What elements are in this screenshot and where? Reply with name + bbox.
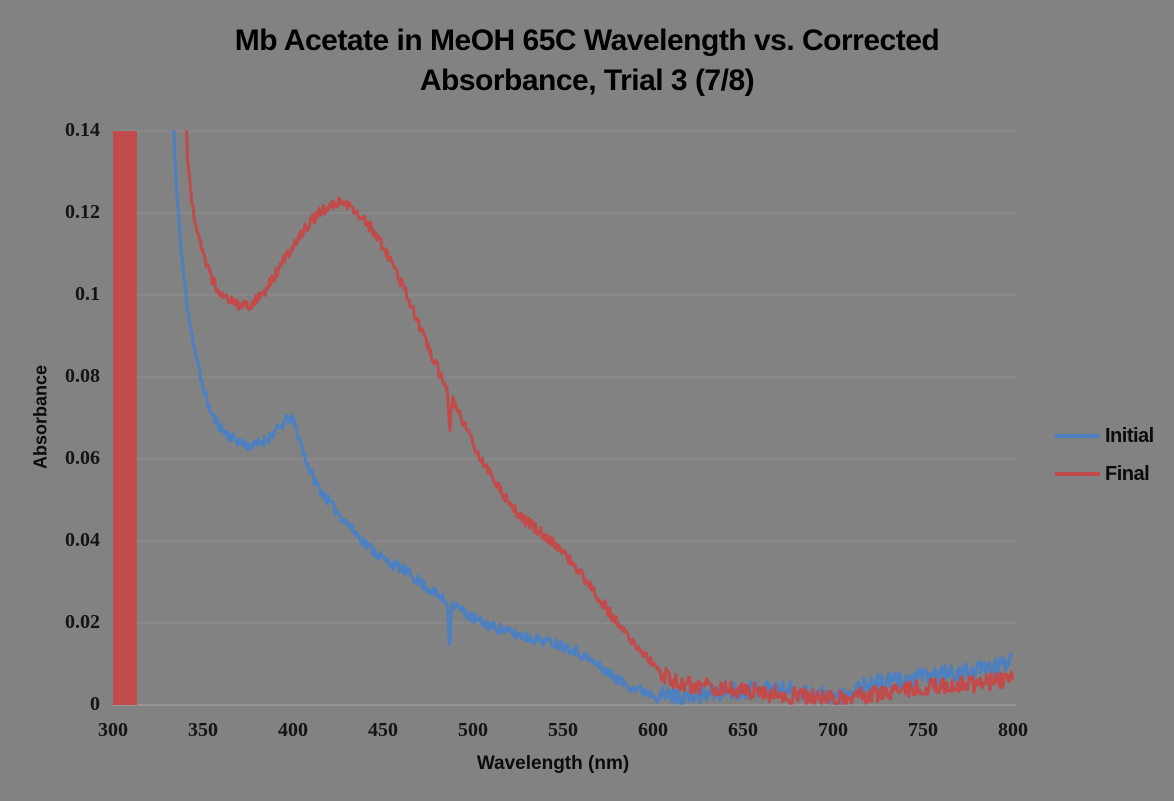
x-tick-label: 800 [998,719,1028,741]
legend-label-initial: Initial [1105,424,1154,447]
x-tick-label: 600 [638,719,668,741]
x-tick-label: 750 [908,719,938,741]
y-tick-label: 0.12 [65,201,100,223]
y-tick-label: 0.04 [65,529,100,551]
x-tick-label: 550 [548,719,578,741]
x-axis-title: Wavelength (nm) [476,753,630,774]
y-tick-label: 0.06 [65,447,100,469]
x-tick-label: 400 [278,719,308,741]
y-tick-label: 0.14 [65,119,100,141]
series-initial-line [172,130,1014,705]
legend-line-sample-initial [1055,434,1100,438]
chart-title-line2: Absorbance, Trial 3 (7/8) [419,64,755,97]
x-tick-label: 500 [458,719,488,741]
x-tick-label: 450 [368,719,398,741]
x-tick-label: 300 [98,719,128,741]
final-series-saturated-band [113,131,137,705]
x-tick-label: 650 [728,719,758,741]
legend-line-sample-final [1055,472,1100,476]
y-tick-label: 0.02 [65,611,100,633]
x-tick-label: 350 [188,719,218,741]
series-final-line [185,130,1015,705]
legend-label-final: Final [1105,462,1150,485]
legend: Initial Final [1055,424,1154,486]
legend-item-initial: Initial [1055,424,1154,448]
chart-title: Mb Acetate in MeOH 65C Wavelength vs. Co… [0,21,1174,101]
y-tick-label: 0.08 [65,365,100,387]
legend-item-final: Final [1055,462,1154,486]
y-tick-label: 0 [90,693,100,715]
x-tick-label: 700 [818,719,848,741]
chart-title-line1: Mb Acetate in MeOH 65C Wavelength vs. Co… [234,24,940,57]
y-tick-label: 0.1 [75,283,100,305]
